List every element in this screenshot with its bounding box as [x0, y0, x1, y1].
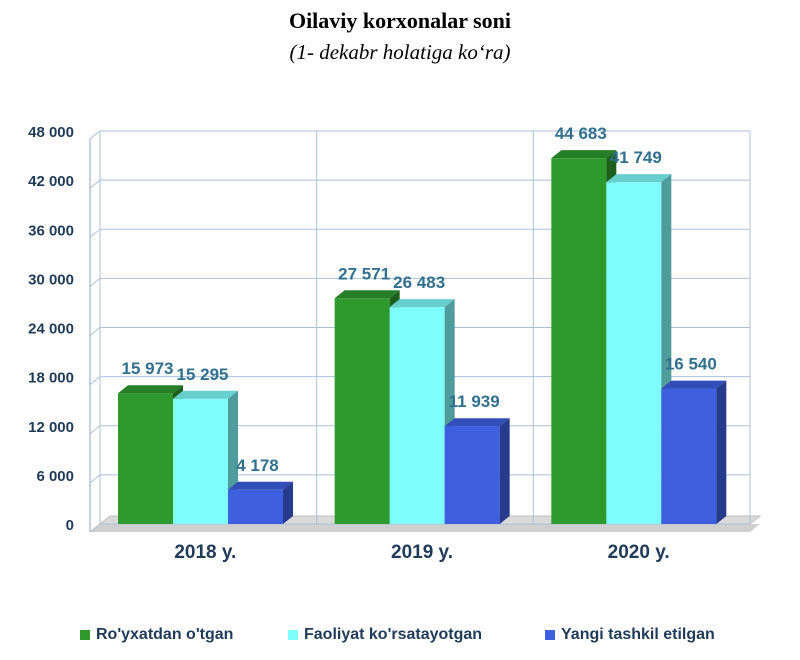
bar-front	[173, 398, 228, 524]
gridline-depth-6	[89, 228, 101, 238]
y-tick-label: 48 000	[28, 124, 74, 141]
y-tick-label: 36 000	[28, 222, 74, 239]
bar-front	[228, 489, 283, 524]
y-tick-label: 0	[66, 517, 74, 534]
chart-title: Oilaviy korxonalar soni	[288, 8, 512, 33]
bar-front	[444, 426, 500, 524]
data-label: 26 483	[393, 273, 445, 292]
data-label: 44 683	[555, 124, 607, 143]
bar-front	[334, 298, 390, 524]
gridline-depth-4	[89, 327, 101, 336]
bar-2-0: 4 178	[228, 456, 293, 524]
gridline-depth-3	[89, 376, 101, 386]
data-label: 4 178	[236, 456, 279, 475]
bar-front	[606, 182, 662, 525]
legend-item-registered: Ro'yxatdan o'tgan	[80, 626, 233, 644]
bar-front	[389, 307, 445, 524]
legend-label-active: Faoliyat ko'rsatayotgan	[304, 626, 483, 643]
y-tick-label: 42 000	[28, 173, 74, 190]
bar-top	[444, 418, 510, 427]
bar-front	[661, 388, 717, 524]
bar-0-0: 15 973	[118, 359, 183, 524]
gridline-depth-7	[89, 179, 101, 189]
bar-side	[499, 418, 510, 524]
bar-top	[389, 299, 455, 308]
gridline-depth-0	[89, 523, 101, 533]
legend-swatch-new	[545, 630, 555, 640]
legend-label-new: Yangi tashkil etilgan	[561, 626, 715, 643]
bar-top	[661, 380, 727, 389]
data-label: 41 749	[610, 148, 662, 167]
x-tick-label: 2018 y.	[174, 542, 236, 563]
bar-top	[173, 390, 238, 399]
bar-top	[551, 150, 617, 159]
chart-subtitle: (1- dekabr holatiga ko‘ra)	[289, 40, 511, 64]
gridline-depth-5	[89, 277, 101, 287]
data-label: 15 295	[177, 365, 229, 384]
y-tick-label: 6 000	[36, 468, 74, 485]
y-tick-label: 30 000	[28, 271, 74, 288]
legend-item-active: Faoliyat ko'rsatayotgan	[288, 626, 482, 644]
y-tick-label: 24 000	[28, 321, 74, 338]
bar-2-1: 11 939	[444, 392, 510, 524]
legend-swatch-active	[288, 630, 298, 640]
legend-label-registered: Ro'yxatdan o'tgan	[96, 626, 234, 643]
legend-item-new: Yangi tashkil etilgan	[545, 626, 715, 644]
bar-side	[716, 380, 727, 524]
gridline-depth-8	[89, 130, 101, 140]
bar-front	[551, 158, 607, 524]
legend: Ro'yxatdan o'tgan Faoliyat ko'rsatayotga…	[0, 626, 800, 650]
y-tick-label: 18 000	[28, 370, 74, 387]
bar-top	[334, 290, 400, 299]
gridline-depth-2	[89, 425, 101, 435]
bar-side	[283, 481, 293, 524]
y-tick-label: 12 000	[28, 419, 74, 436]
x-tick-label: 2020 y.	[608, 542, 670, 563]
data-label: 16 540	[665, 355, 717, 374]
gridline-depth-1	[89, 474, 101, 484]
data-label: 15 973	[122, 359, 174, 378]
bar-2-2: 16 540	[661, 355, 727, 524]
legend-swatch-registered	[80, 630, 90, 640]
plot-floor-front	[90, 524, 760, 532]
x-tick-label: 2019 y.	[391, 542, 453, 563]
bar-top	[228, 481, 293, 490]
bar-top	[606, 174, 672, 183]
bar-top	[118, 385, 183, 394]
data-label: 27 571	[338, 264, 390, 283]
bar-front	[118, 393, 173, 524]
data-label: 11 939	[449, 392, 500, 411]
